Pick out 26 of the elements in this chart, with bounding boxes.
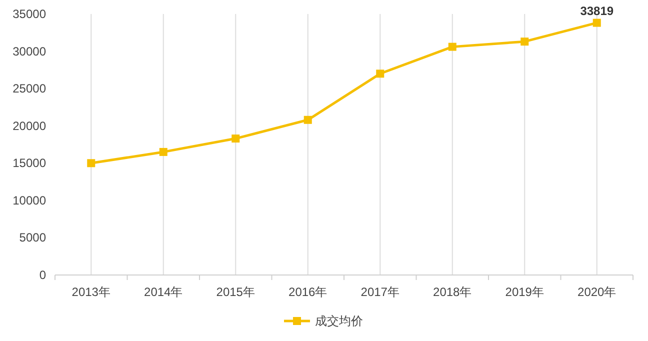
x-tick-label: 2013年 — [72, 285, 110, 299]
point — [592, 18, 601, 27]
y-tick-label: 5000 — [19, 230, 46, 245]
y-tick-label: 35000 — [12, 7, 46, 21]
point — [520, 38, 529, 46]
y-tick-label: 30000 — [12, 44, 46, 58]
y-tick-label: 0 — [39, 268, 46, 282]
y-tick-label: 25000 — [12, 82, 46, 96]
x-tick-label: 2014年 — [144, 285, 183, 299]
point — [304, 116, 312, 124]
legend-label: 成交均价 — [315, 314, 363, 328]
x-tick-label: 2019年 — [505, 285, 544, 299]
x-tick-label: 2017年 — [360, 285, 400, 299]
y-tick-label: 15000 — [12, 156, 46, 170]
data-label: 33819 — [580, 4, 614, 18]
y-tick-label: 10000 — [12, 193, 46, 208]
x-tick-label: 2020年 — [578, 285, 616, 299]
point — [87, 159, 96, 168]
point — [232, 134, 240, 143]
point — [159, 148, 168, 156]
y-tick-label: 20000 — [12, 118, 46, 133]
point — [448, 42, 456, 51]
point — [376, 70, 384, 78]
x-tick-label: 2015年 — [216, 285, 255, 299]
x-tick-label: 2016年 — [288, 285, 328, 299]
x-tick-label: 2018年 — [433, 285, 472, 299]
